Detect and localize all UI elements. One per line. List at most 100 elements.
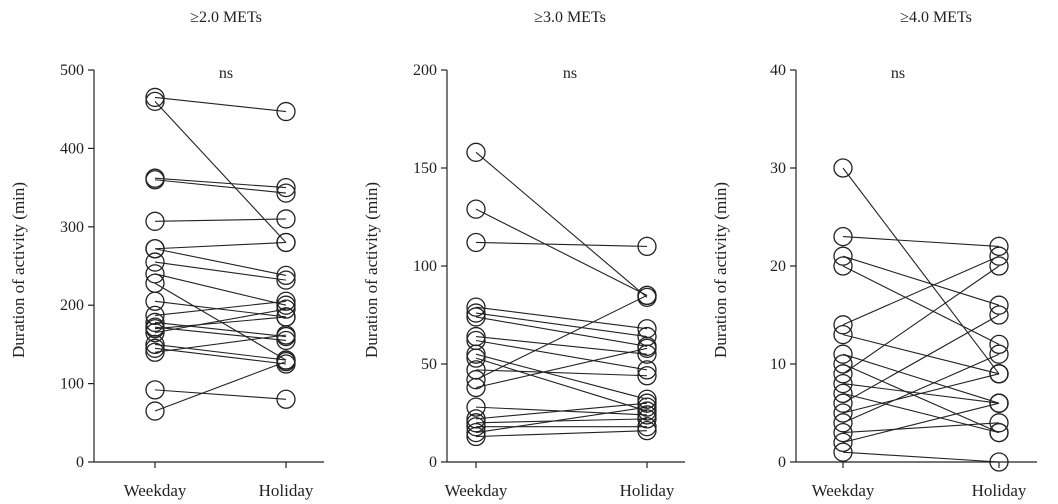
weekday-point — [145, 264, 165, 284]
holiday-point — [637, 397, 657, 417]
holiday-point — [989, 393, 1009, 413]
chart-panel-3: ≥4.0 METs ns 0 10 20 30 40 Duration of activity… — [711, 9, 1037, 500]
pair-line — [475, 406, 648, 434]
pair-line — [842, 255, 1000, 306]
weekday-point — [466, 413, 486, 433]
weekday-point — [145, 252, 165, 272]
y-tick-label: 10 — [770, 356, 786, 373]
weekday-point — [145, 91, 165, 112]
holiday-point — [276, 389, 296, 409]
x-tick-label: Holiday — [259, 481, 314, 500]
holiday-point — [637, 338, 657, 358]
holiday-point — [989, 452, 1009, 472]
weekday-point — [833, 442, 853, 462]
holiday-point — [276, 232, 296, 253]
y-tick-label: 200 — [60, 297, 84, 314]
pair-line — [154, 248, 287, 276]
pair-line — [475, 430, 648, 438]
pair-line — [475, 316, 648, 347]
pair-line — [475, 306, 648, 330]
weekday-point — [466, 426, 486, 447]
holiday-point — [276, 291, 296, 311]
weekday-point — [145, 87, 165, 108]
holiday-point — [276, 295, 296, 315]
weekday-point — [833, 373, 853, 394]
weekday-point — [466, 422, 486, 443]
pair-line — [154, 177, 287, 189]
weekday-point — [466, 348, 486, 368]
y-tick-label: 100 — [60, 376, 84, 393]
pair-line — [842, 451, 1000, 463]
pair-line — [154, 300, 287, 318]
holiday-point — [276, 183, 296, 203]
chart-panel-1: ≥2.0 METs ns 0 100 200 300 400 500 Duration of a… — [9, 9, 324, 500]
weekday-point — [145, 211, 165, 231]
y-axis-label: Duration of activity (min) — [9, 182, 28, 358]
pair-line — [842, 422, 1000, 434]
pair-line — [842, 314, 1000, 404]
holiday-point — [989, 344, 1009, 364]
significance-label: ns — [891, 65, 905, 82]
weekday-point — [833, 403, 853, 423]
weekday-point — [145, 319, 165, 339]
weekday-point — [833, 413, 853, 433]
weekday-point — [466, 297, 486, 317]
pair-line — [842, 236, 1000, 247]
pair-line — [154, 308, 287, 334]
x-tick-label: Weekday — [124, 481, 187, 500]
pair-line — [154, 334, 287, 353]
holiday-point — [637, 366, 657, 386]
y-tick-label: 200 — [413, 62, 437, 79]
y-tick-label: 30 — [770, 160, 786, 177]
pair-line — [475, 294, 648, 381]
pair-line — [842, 353, 1000, 404]
pair-line — [842, 373, 1000, 414]
holiday-point — [989, 305, 1009, 325]
pair-line — [154, 343, 287, 361]
weekday-point — [145, 342, 165, 362]
y-axis-label: Duration of activity (min) — [711, 182, 730, 358]
pair-line — [842, 353, 1000, 424]
holiday-point — [276, 325, 296, 345]
weekday-point — [145, 291, 165, 311]
y-tick-label: 0 — [778, 454, 786, 471]
pair-line — [154, 218, 287, 222]
holiday-point — [989, 236, 1009, 257]
holiday-point — [276, 330, 296, 351]
y-tick-label: 0 — [429, 454, 437, 471]
pair-line — [475, 241, 648, 247]
weekday-point — [466, 370, 486, 390]
weekday-point — [833, 158, 853, 178]
holiday-point — [989, 246, 1009, 266]
pair-line — [154, 241, 287, 250]
holiday-point — [989, 334, 1009, 355]
pair-line — [154, 273, 287, 306]
holiday-point — [276, 299, 296, 319]
weekday-point — [145, 380, 165, 400]
weekday-point — [466, 199, 486, 219]
holiday-point — [637, 389, 657, 409]
pair-line — [475, 208, 648, 296]
holiday-point — [989, 256, 1009, 276]
pair-line — [154, 361, 287, 412]
weekday-point — [466, 377, 486, 398]
y-axis-label: Duration of activity (min) — [362, 182, 381, 358]
x-tick-label: Weekday — [812, 481, 875, 500]
pair-line — [154, 316, 287, 330]
x-tick-label: Weekday — [445, 481, 508, 500]
weekday-point — [833, 354, 853, 374]
y-tick-label: 150 — [413, 160, 437, 177]
weekday-point — [466, 232, 486, 253]
pair-line — [475, 347, 648, 389]
holiday-point — [637, 236, 657, 257]
holiday-point — [276, 101, 296, 122]
holiday-point — [637, 401, 657, 421]
significance-label: ns — [563, 65, 577, 82]
pair-line — [842, 167, 1000, 375]
holiday-point — [637, 420, 657, 441]
weekday-point — [466, 307, 486, 327]
pair-line — [154, 389, 287, 400]
pair-line — [475, 418, 648, 424]
weekday-point — [466, 417, 486, 437]
holiday-point — [637, 405, 657, 425]
